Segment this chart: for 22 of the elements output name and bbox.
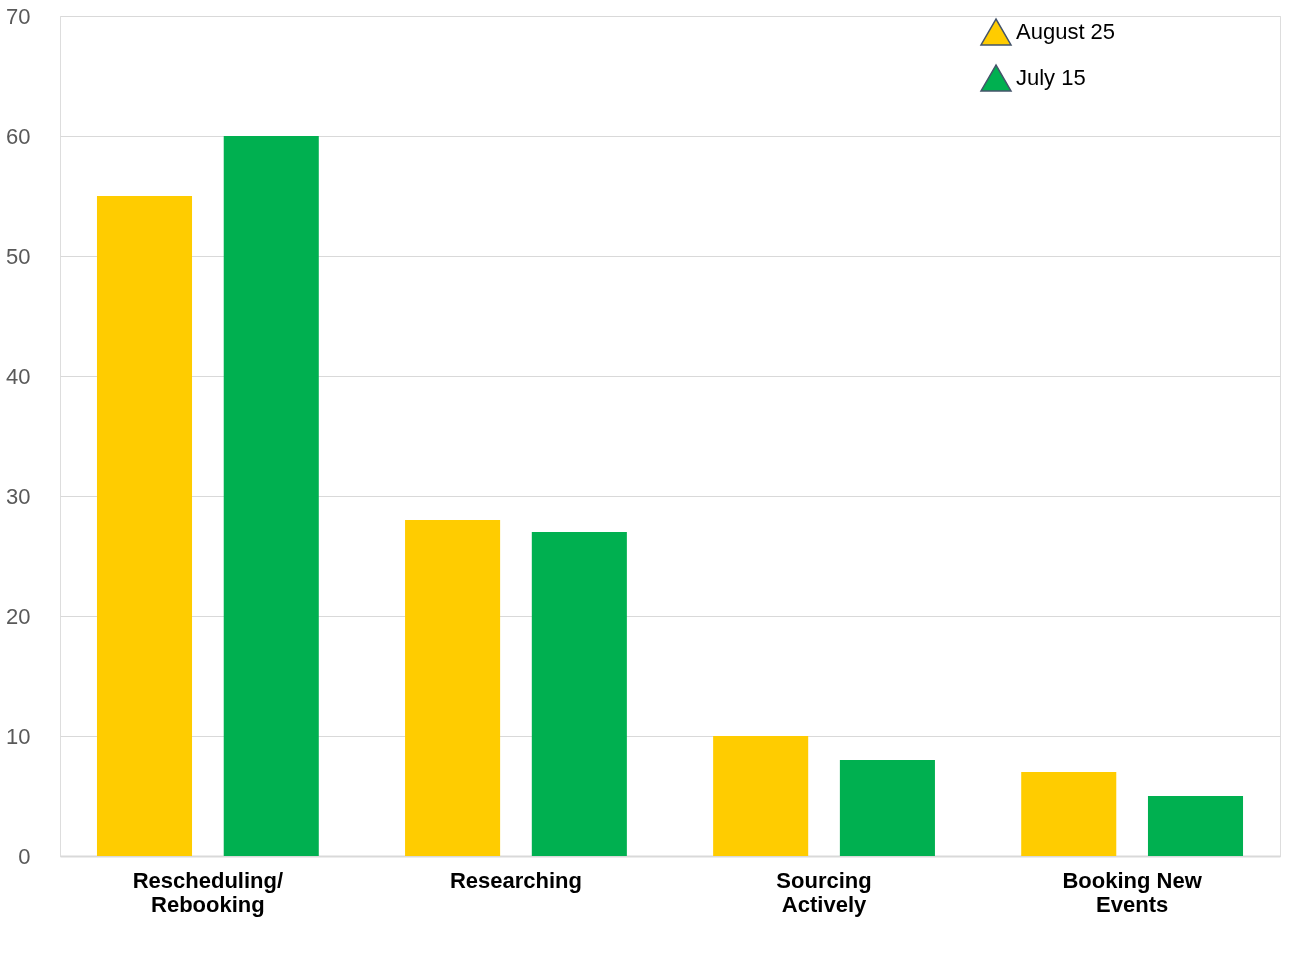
legend-label: July 15 [1016,65,1086,90]
bar [1147,796,1244,856]
bar [96,196,193,856]
y-tick-label: 30 [6,483,31,509]
bar [405,520,501,856]
y-tick-label: 0 [18,843,31,869]
y-tick-label: 10 [6,723,31,749]
x-tick-label: Rescheduling/ Rebooking [132,867,284,917]
x-tick-label: Researching [449,867,582,893]
bar [531,532,627,856]
y-tick-label: 50 [6,243,31,269]
y-tick-label: 20 [6,603,31,629]
bar [223,136,319,856]
legend-label: August 25 [1016,19,1116,44]
bar [839,760,935,856]
x-tick-label: Booking New Events [1062,867,1203,917]
y-tick-label: 70 [6,3,31,29]
y-tick-label: 60 [6,123,31,149]
bar [713,736,809,856]
bar [1021,772,1117,856]
y-tick-label: 40 [6,363,31,389]
x-tick-label: Sourcing Actively [776,867,872,917]
